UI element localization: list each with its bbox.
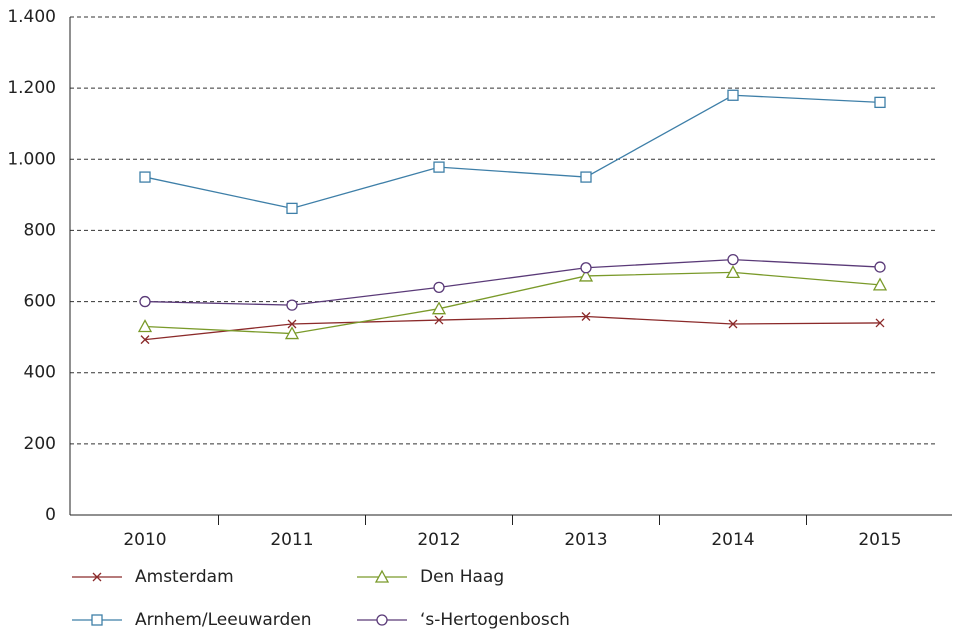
legend-label: Amsterdam	[135, 567, 234, 587]
series-line	[144, 315, 881, 341]
marker	[140, 335, 150, 345]
marker	[431, 301, 447, 315]
marker	[92, 572, 102, 582]
y-tick-label: 400	[24, 363, 56, 383]
marker	[433, 161, 445, 173]
marker	[872, 277, 888, 291]
marker	[286, 299, 298, 311]
x-tick-label: 2014	[711, 530, 754, 550]
marker	[139, 295, 151, 308]
marker	[284, 326, 300, 340]
marker	[578, 268, 594, 282]
series-line	[144, 271, 881, 335]
legend-label: ‘s-Hertogenbosch	[420, 610, 570, 630]
y-tick-label: 1.200	[7, 78, 56, 98]
marker	[727, 253, 739, 266]
series-line	[144, 94, 881, 210]
marker	[875, 318, 885, 328]
marker	[434, 315, 444, 325]
marker	[286, 202, 298, 215]
marker	[581, 312, 591, 321]
y-tick-label: 1.000	[7, 149, 56, 169]
x-tick-label: 2013	[564, 530, 607, 550]
x-tick-label: 2011	[270, 530, 313, 550]
marker	[727, 89, 739, 101]
legend-label: Arnhem/Leeuwarden	[135, 610, 312, 630]
marker	[137, 319, 153, 333]
y-tick-label: 800	[24, 220, 56, 240]
x-tick-label: 2012	[417, 530, 460, 550]
marker	[580, 262, 592, 274]
marker	[287, 319, 297, 329]
y-tick-label: 600	[24, 292, 56, 312]
x-tick-label: 2015	[858, 530, 901, 550]
y-tick-label: 0	[45, 505, 56, 525]
y-tick-label: 200	[24, 434, 56, 454]
marker	[91, 614, 103, 626]
marker	[874, 96, 886, 109]
marker	[725, 265, 741, 279]
marker	[139, 171, 151, 183]
marker	[374, 569, 390, 583]
marker	[580, 171, 592, 183]
marker	[874, 261, 886, 273]
marker	[433, 281, 445, 293]
marker	[728, 319, 738, 329]
y-tick-label: 1.400	[7, 7, 56, 27]
marker	[376, 614, 388, 626]
x-tick-label: 2010	[123, 530, 166, 550]
series-line	[144, 258, 881, 306]
legend-label: Den Haag	[420, 567, 504, 587]
